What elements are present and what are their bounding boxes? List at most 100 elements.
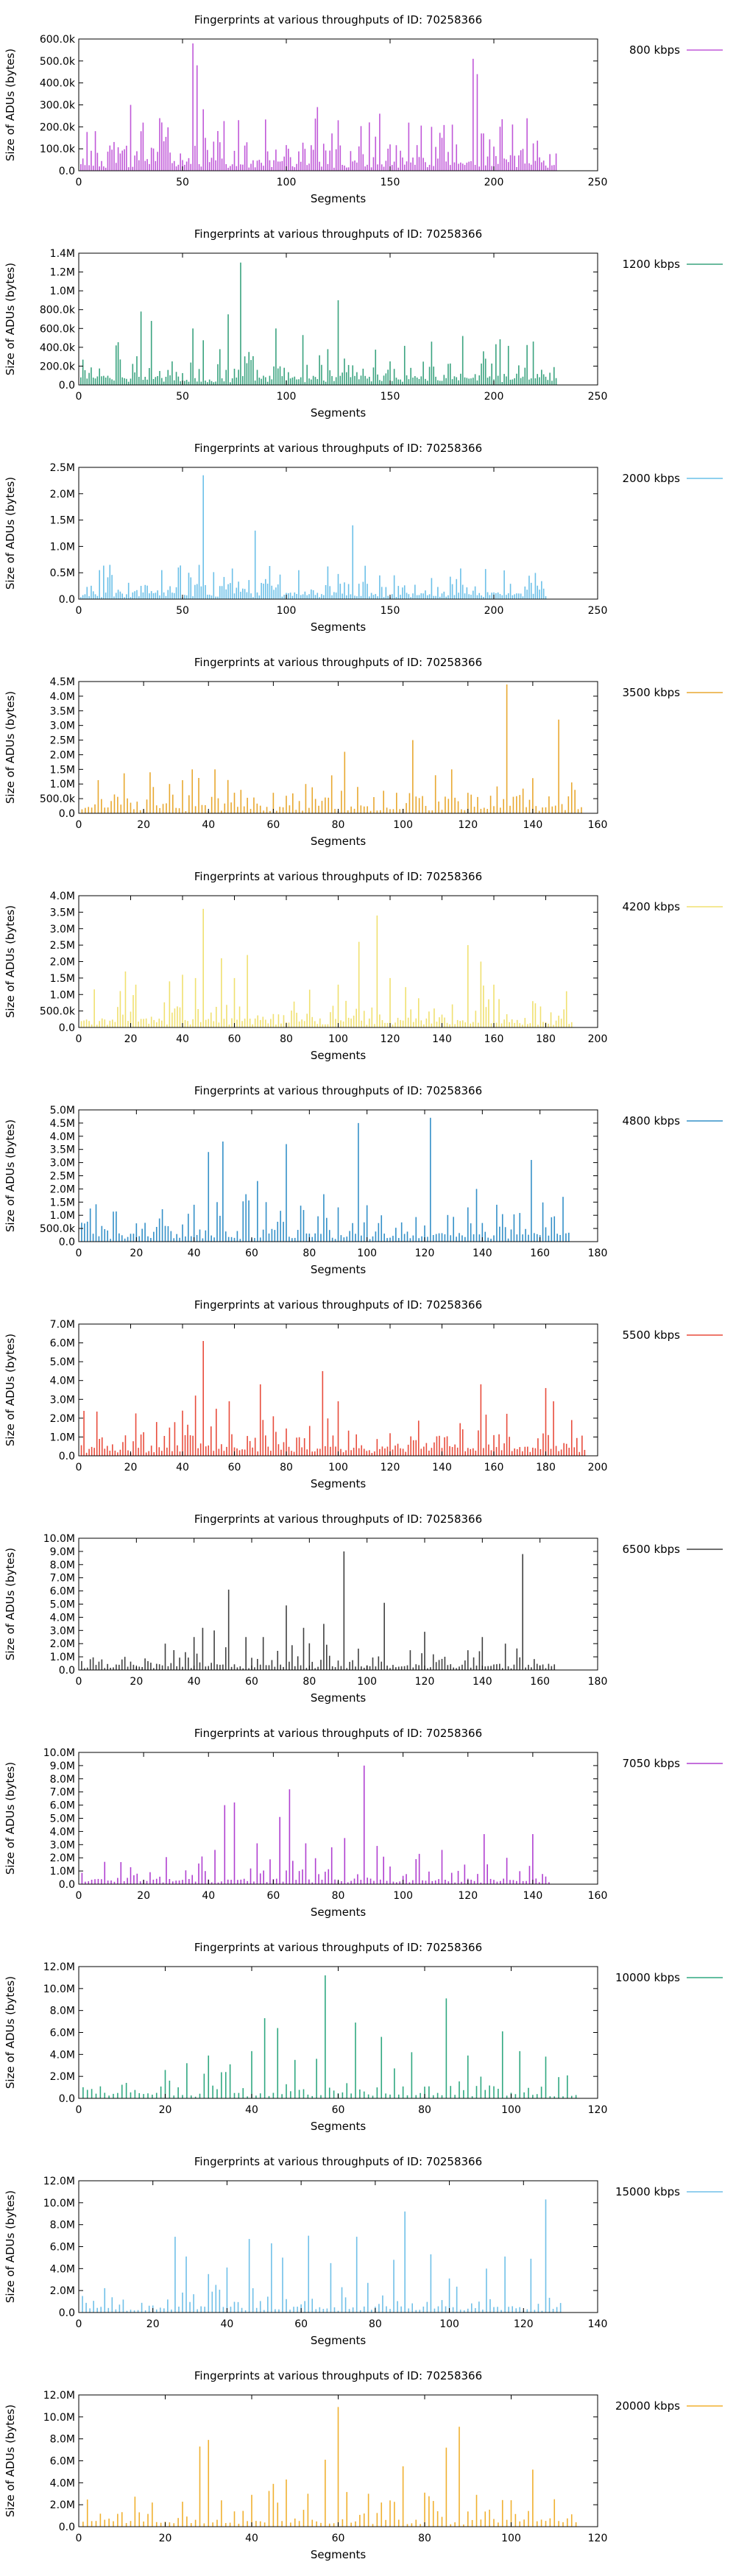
x-tick-label: 80 <box>418 2533 431 2544</box>
x-tick-label: 100 <box>277 605 297 617</box>
x-tick-label: 120 <box>415 1676 435 1688</box>
x-axis-label: Segments <box>311 1906 367 1919</box>
x-tick-label: 80 <box>369 2318 382 2330</box>
y-tick-label: 6.0M <box>50 1338 75 1350</box>
legend-label: 15000 kbps <box>615 2185 680 2198</box>
x-tick-label: 40 <box>202 819 215 831</box>
x-tick-label: 60 <box>228 1462 241 1473</box>
x-tick-label: 100 <box>393 1890 413 1902</box>
x-tick-label: 20 <box>159 2533 172 2544</box>
x-tick-label: 60 <box>332 2533 345 2544</box>
x-tick-label: 100 <box>393 819 413 831</box>
y-tick-label: 6.0M <box>50 1800 75 1812</box>
y-tick-label: 7.0M <box>50 1787 75 1799</box>
chart-title: Fingerprints at various throughputs of I… <box>194 2369 482 2382</box>
y-tick-label: 4.0M <box>50 2477 75 2489</box>
x-tick-label: 50 <box>176 605 189 617</box>
chart-1: Fingerprints at various throughputs of I… <box>4 227 723 420</box>
plot-frame <box>78 467 598 600</box>
chart-title: Fingerprints at various throughputs of I… <box>194 227 482 241</box>
x-tick-label: 40 <box>176 1462 189 1473</box>
x-axis-label: Segments <box>311 1049 367 1062</box>
y-tick-label: 1.0M <box>50 1210 75 1222</box>
y-tick-label: 3.0M <box>50 1625 75 1637</box>
x-tick-label: 0 <box>76 2318 82 2330</box>
y-tick-label: 1.5M <box>50 1197 75 1209</box>
y-axis-label: Size of ADUs (bytes) <box>4 905 17 1018</box>
chart-title: Fingerprints at various throughputs of I… <box>194 13 482 26</box>
legend-label: 10000 kbps <box>615 1971 680 1984</box>
x-tick-label: 0 <box>76 1676 82 1688</box>
y-tick-label: 0.0 <box>59 2307 75 2319</box>
y-tick-label: 4.0M <box>50 1376 75 1387</box>
x-tick-label: 80 <box>302 1248 316 1259</box>
x-tick-label: 140 <box>432 1033 452 1045</box>
y-tick-label: 0.0 <box>59 1022 75 1034</box>
y-tick-label: 1.0M <box>50 1866 75 1878</box>
y-axis-label: Size of ADUs (bytes) <box>4 691 17 804</box>
y-tick-label: 6.0M <box>50 2456 75 2468</box>
x-tick-label: 100 <box>357 1676 377 1688</box>
legend-label: 4800 kbps <box>623 1114 681 1128</box>
x-tick-label: 120 <box>415 1248 435 1259</box>
y-tick-label: 0.5M <box>50 567 75 579</box>
y-tick-label: 12.0M <box>43 2390 75 2402</box>
y-tick-label: 300.0k <box>40 100 76 112</box>
y-tick-label: 800.0k <box>40 305 76 316</box>
x-tick-label: 160 <box>530 1248 550 1259</box>
x-tick-label: 140 <box>523 819 543 831</box>
y-tick-label: 8.0M <box>50 2220 75 2232</box>
x-tick-label: 140 <box>432 1462 452 1473</box>
y-tick-label: 0.0 <box>59 1879 75 1891</box>
y-tick-label: 3.0M <box>50 1394 75 1406</box>
chart-2: Fingerprints at various throughputs of I… <box>4 442 723 634</box>
y-tick-label: 1.0M <box>50 1432 75 1443</box>
x-tick-label: 40 <box>188 1248 201 1259</box>
x-axis-label: Segments <box>311 406 367 420</box>
y-tick-label: 2.5M <box>50 940 75 952</box>
y-tick-label: 0.0 <box>59 380 75 392</box>
y-tick-label: 2.5M <box>50 462 75 474</box>
x-tick-label: 160 <box>484 1462 504 1473</box>
x-tick-label: 0 <box>76 1462 82 1473</box>
x-tick-label: 20 <box>146 2318 160 2330</box>
legend-label: 4200 kbps <box>623 900 681 913</box>
x-tick-label: 200 <box>484 391 504 403</box>
x-tick-label: 120 <box>514 2318 534 2330</box>
y-axis-label: Size of ADUs (bytes) <box>4 1334 17 1446</box>
y-tick-label: 7.0M <box>50 1319 75 1331</box>
x-axis-label: Segments <box>311 1691 367 1705</box>
x-tick-label: 0 <box>76 1890 82 1902</box>
x-tick-label: 160 <box>588 1890 608 1902</box>
chart-title: Fingerprints at various throughputs of I… <box>194 1941 482 1954</box>
x-tick-label: 80 <box>302 1676 316 1688</box>
x-tick-label: 0 <box>76 177 82 188</box>
y-tick-label: 500.0k <box>40 1006 76 1018</box>
x-axis-label: Segments <box>311 835 367 848</box>
x-tick-label: 0 <box>76 391 82 403</box>
x-tick-label: 160 <box>484 1033 504 1045</box>
legend-label: 2000 kbps <box>623 472 681 485</box>
legend-label: 800 kbps <box>629 43 680 57</box>
x-tick-label: 60 <box>332 2104 345 2116</box>
y-tick-label: 2.0M <box>50 749 75 761</box>
y-tick-label: 3.5M <box>50 1144 75 1156</box>
y-tick-label: 3.5M <box>50 907 75 919</box>
chart-8: Fingerprints at various throughputs of I… <box>4 1727 723 1919</box>
plot-frame <box>78 2180 598 2313</box>
chart-3: Fingerprints at various throughputs of I… <box>4 656 723 848</box>
chart-title: Fingerprints at various throughputs of I… <box>194 870 482 883</box>
y-tick-label: 3.5M <box>50 706 75 718</box>
x-tick-label: 100 <box>357 1248 377 1259</box>
y-tick-label: 4.0M <box>50 1826 75 1838</box>
x-tick-label: 0 <box>76 2533 82 2544</box>
y-tick-label: 10.0M <box>43 1984 75 1995</box>
chart-title: Fingerprints at various throughputs of I… <box>194 442 482 455</box>
x-axis-label: Segments <box>311 1263 367 1276</box>
chart-7: Fingerprints at various throughputs of I… <box>4 1512 723 1705</box>
y-tick-label: 6.0M <box>50 2242 75 2254</box>
y-tick-label: 200.0k <box>40 121 76 133</box>
y-tick-label: 1.0M <box>50 989 75 1001</box>
x-tick-label: 200 <box>484 605 504 617</box>
x-axis-label: Segments <box>311 2548 367 2561</box>
